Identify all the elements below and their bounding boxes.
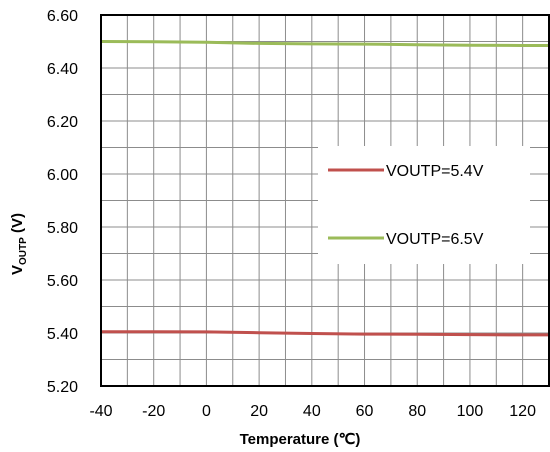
series-line-1 <box>100 40 549 47</box>
x-tick-label: 40 <box>303 403 321 420</box>
x-tick-label: 120 <box>509 403 536 420</box>
x-tick-label: 80 <box>408 403 426 420</box>
x-tick-label: 20 <box>250 403 268 420</box>
y-tick-label: 6.40 <box>47 61 78 78</box>
y-tick-label: 5.60 <box>47 273 78 290</box>
tick-labels: -40 -20 0 20 40 60 80 100 120 5.20 5.40 5.60 5.80 6.0… <box>47 8 536 420</box>
y-tick-label: 6.00 <box>47 167 78 184</box>
series-lines <box>100 40 549 337</box>
legend-background <box>318 146 530 264</box>
x-tick-label: -40 <box>89 403 112 420</box>
legend-label-voutp-5-4v: VOUTP=5.4V <box>386 163 484 180</box>
y-tick-label: 5.20 <box>47 379 78 396</box>
legend-label-voutp-6-5v: VOUTP=6.5V <box>386 231 484 248</box>
y-axis-title-main: V <box>9 265 26 275</box>
x-tick-label: 100 <box>457 403 484 420</box>
x-tick-label: 0 <box>202 403 211 420</box>
series-line-0 <box>101 330 549 337</box>
x-tick-label: -20 <box>142 403 165 420</box>
x-tick-label: 60 <box>356 403 374 420</box>
y-tick-label: 5.40 <box>47 326 78 343</box>
y-axis-title: VOUTP (V) <box>9 213 29 275</box>
y-tick-label: 6.60 <box>47 8 78 25</box>
y-tick-label: 5.80 <box>47 220 78 237</box>
y-axis-title-subscript: OUTP <box>18 237 29 265</box>
legend: VOUTP=5.4V VOUTP=6.5V <box>318 146 530 264</box>
x-axis-title: Temperature (℃) <box>240 431 361 448</box>
plot-frame <box>100 14 550 387</box>
y-axis-title-unit: (V) <box>9 213 26 237</box>
y-tick-label: 6.20 <box>47 114 78 131</box>
